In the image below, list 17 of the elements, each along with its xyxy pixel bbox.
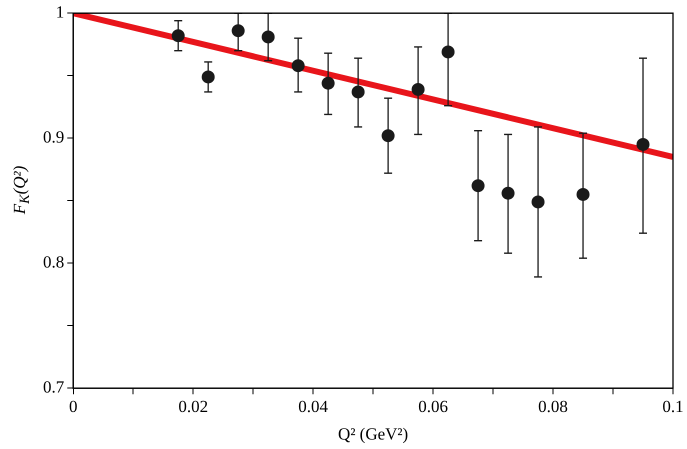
point [576, 188, 590, 201]
y-tick-label: 0.8 [43, 252, 64, 272]
y-tick-label: 1 [56, 2, 64, 22]
x-tick-label: 0.06 [418, 396, 448, 416]
y-tick-label: 0.9 [43, 128, 64, 147]
x-tick-label: 0.04 [298, 396, 329, 416]
x-tick-label: 0.1 [662, 396, 684, 416]
point [636, 138, 650, 151]
x-tick-label: 0.02 [178, 396, 208, 416]
point [442, 45, 455, 58]
x-tick-label: 0 [69, 396, 78, 416]
point [532, 195, 545, 208]
x-axis-title: Q² (GeV²) [338, 424, 408, 444]
point [472, 179, 485, 192]
point [502, 186, 515, 200]
x-tick-label: 0.08 [538, 396, 568, 416]
y-tick-label: 0.7 [43, 378, 65, 397]
